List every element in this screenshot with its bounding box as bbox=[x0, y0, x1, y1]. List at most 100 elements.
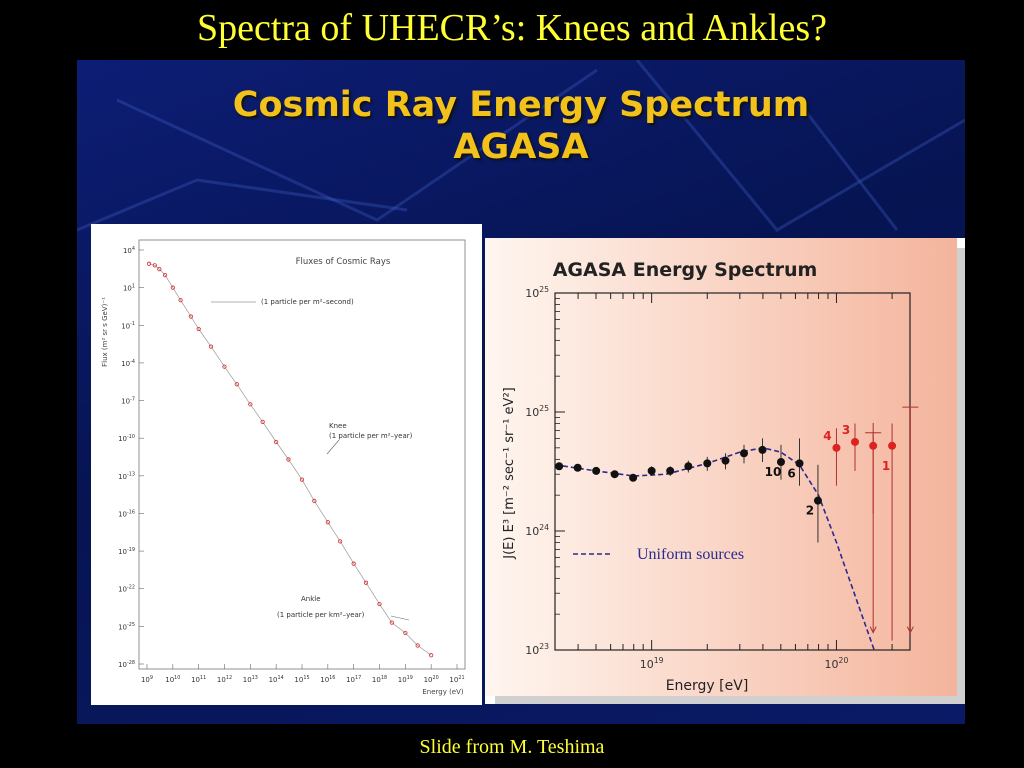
agasa-data-point bbox=[684, 462, 693, 471]
agasa-y-tick-label: 1025 bbox=[525, 285, 549, 300]
flux-x-tick-label: 1021 bbox=[449, 675, 464, 684]
flux-x-tick-label: 1019 bbox=[398, 675, 413, 684]
agasa-red-data-point bbox=[888, 441, 897, 450]
agasa-red-data-point bbox=[851, 437, 860, 446]
flux-x-tick-label: 1020 bbox=[424, 675, 439, 684]
flux-x-tick-label: 1014 bbox=[269, 675, 284, 684]
flux-data-point bbox=[196, 326, 201, 332]
flux-data-point bbox=[377, 601, 382, 607]
flux-chart-background bbox=[91, 224, 482, 705]
flux-x-tick-label: 1017 bbox=[346, 675, 361, 684]
flux-data-point bbox=[188, 314, 193, 319]
flux-data-point bbox=[248, 402, 253, 407]
flux-data-point bbox=[429, 653, 434, 658]
panel-subtitle: AGASA bbox=[453, 127, 589, 167]
flux-y-tick-label: 101 bbox=[123, 283, 135, 292]
flux-x-tick-label: 1013 bbox=[243, 675, 258, 684]
flux-guide-line bbox=[148, 263, 432, 656]
flux-data-point bbox=[234, 382, 239, 387]
flux-chart: Fluxes of Cosmic Rays Flux (m² sr s GeV)… bbox=[91, 224, 482, 705]
flux-y-tick-label: 10-7 bbox=[121, 396, 135, 405]
flux-data-point bbox=[286, 457, 291, 462]
flux-y-tick-label: 10-19 bbox=[118, 547, 135, 556]
agasa-y-label: J(E) E³ [m⁻² sec⁻¹ sr⁻¹ eV²] bbox=[502, 387, 517, 559]
upper-limit-arrow bbox=[869, 626, 877, 634]
flux-y-tick-label: 10-1 bbox=[121, 321, 135, 330]
flux-chart-title: Fluxes of Cosmic Rays bbox=[296, 257, 391, 267]
panel-title: Cosmic Ray Energy Spectrum bbox=[232, 85, 810, 125]
agasa-data-point bbox=[647, 466, 656, 475]
flux-data-point bbox=[338, 539, 343, 544]
flux-x-label: Energy (eV) bbox=[422, 688, 464, 696]
agasa-data-point bbox=[739, 449, 748, 458]
agasa-red-data-point bbox=[869, 441, 878, 450]
agasa-y-tick-label: 1025 bbox=[525, 404, 549, 419]
agasa-point-label: 4 bbox=[823, 429, 831, 443]
flux-y-tick-label: 10-16 bbox=[118, 509, 135, 518]
agasa-data-point bbox=[813, 496, 822, 505]
agasa-point-label: 3 bbox=[842, 423, 850, 437]
flux-data-point bbox=[222, 364, 227, 369]
agasa-data-point bbox=[555, 462, 564, 471]
flux-data-point bbox=[403, 630, 408, 636]
flux-x-tick-label: 1012 bbox=[217, 675, 232, 684]
agasa-data-point bbox=[703, 459, 712, 468]
flux-data-point bbox=[152, 263, 157, 268]
agasa-y-tick-label: 1024 bbox=[525, 523, 549, 538]
flux-data-point bbox=[170, 285, 175, 290]
flux-y-tick-label: 10-13 bbox=[118, 472, 135, 481]
flux-data-point bbox=[274, 439, 279, 445]
agasa-data-point bbox=[758, 445, 767, 454]
flux-x-tick-label: 109 bbox=[141, 675, 153, 684]
content-panel: Cosmic Ray Energy Spectrum AGASA Fluxes … bbox=[77, 60, 965, 724]
legend-uniform-sources: Uniform sources bbox=[637, 546, 744, 563]
annotation-1: (1 particle per m²–second) bbox=[261, 298, 354, 306]
agasa-point-label: 2 bbox=[806, 504, 814, 518]
upper-limit-arrow bbox=[906, 626, 914, 634]
flux-x-tick-label: 1010 bbox=[165, 675, 180, 684]
annotation-arrow-3 bbox=[390, 615, 410, 621]
agasa-chart-title: AGASA Energy Spectrum bbox=[553, 259, 818, 281]
flux-data-point bbox=[260, 419, 265, 424]
flux-data-point bbox=[157, 267, 162, 272]
flux-y-tick-label: 10-22 bbox=[118, 585, 135, 594]
flux-y-tick-label: 10-4 bbox=[121, 359, 135, 368]
flux-data-point bbox=[162, 272, 168, 278]
agasa-plot-fill bbox=[485, 238, 957, 696]
decorative-lines bbox=[77, 60, 965, 232]
agasa-data-point bbox=[610, 470, 619, 479]
annotation-arrow-2 bbox=[326, 439, 340, 455]
flux-data-point bbox=[389, 620, 394, 625]
agasa-y-tick-label: 1023 bbox=[525, 642, 549, 657]
annotation-knee-text: (1 particle per m²–year) bbox=[329, 432, 413, 440]
flux-y-tick-label: 104 bbox=[123, 246, 135, 255]
agasa-point-label: 10 bbox=[765, 465, 782, 479]
agasa-x-label: Energy [eV] bbox=[666, 678, 749, 694]
flux-y-tick-label: 10-28 bbox=[118, 660, 135, 669]
flux-data-point bbox=[299, 477, 305, 482]
agasa-point-label: 6 bbox=[787, 466, 795, 480]
agasa-data-point bbox=[721, 456, 730, 465]
flux-data-point bbox=[178, 298, 183, 303]
annotation-ankle-text: (1 particle per km²–year) bbox=[277, 611, 365, 619]
flux-y-tick-label: 10-25 bbox=[118, 622, 135, 631]
flux-data-point bbox=[312, 498, 317, 504]
agasa-data-point bbox=[795, 459, 804, 468]
annotation-ankle-title: Ankle bbox=[301, 595, 321, 603]
agasa-data-point bbox=[629, 473, 638, 482]
agasa-red-data-point bbox=[832, 443, 841, 452]
agasa-data-point bbox=[573, 463, 582, 472]
agasa-x-tick-label: 1019 bbox=[640, 656, 664, 671]
flux-data-point bbox=[208, 344, 214, 349]
flux-data-point bbox=[415, 643, 420, 648]
agasa-point-label: 1 bbox=[882, 459, 890, 473]
flux-data-point bbox=[363, 580, 369, 585]
flux-x-tick-label: 1011 bbox=[191, 675, 206, 684]
flux-y-label: Flux (m² sr s GeV)⁻¹ bbox=[101, 297, 109, 367]
flux-x-tick-label: 1016 bbox=[320, 675, 335, 684]
flux-data-point bbox=[325, 520, 330, 525]
agasa-data-point bbox=[776, 458, 785, 467]
flux-x-tick-label: 1015 bbox=[294, 675, 309, 684]
agasa-data-point bbox=[592, 466, 601, 475]
